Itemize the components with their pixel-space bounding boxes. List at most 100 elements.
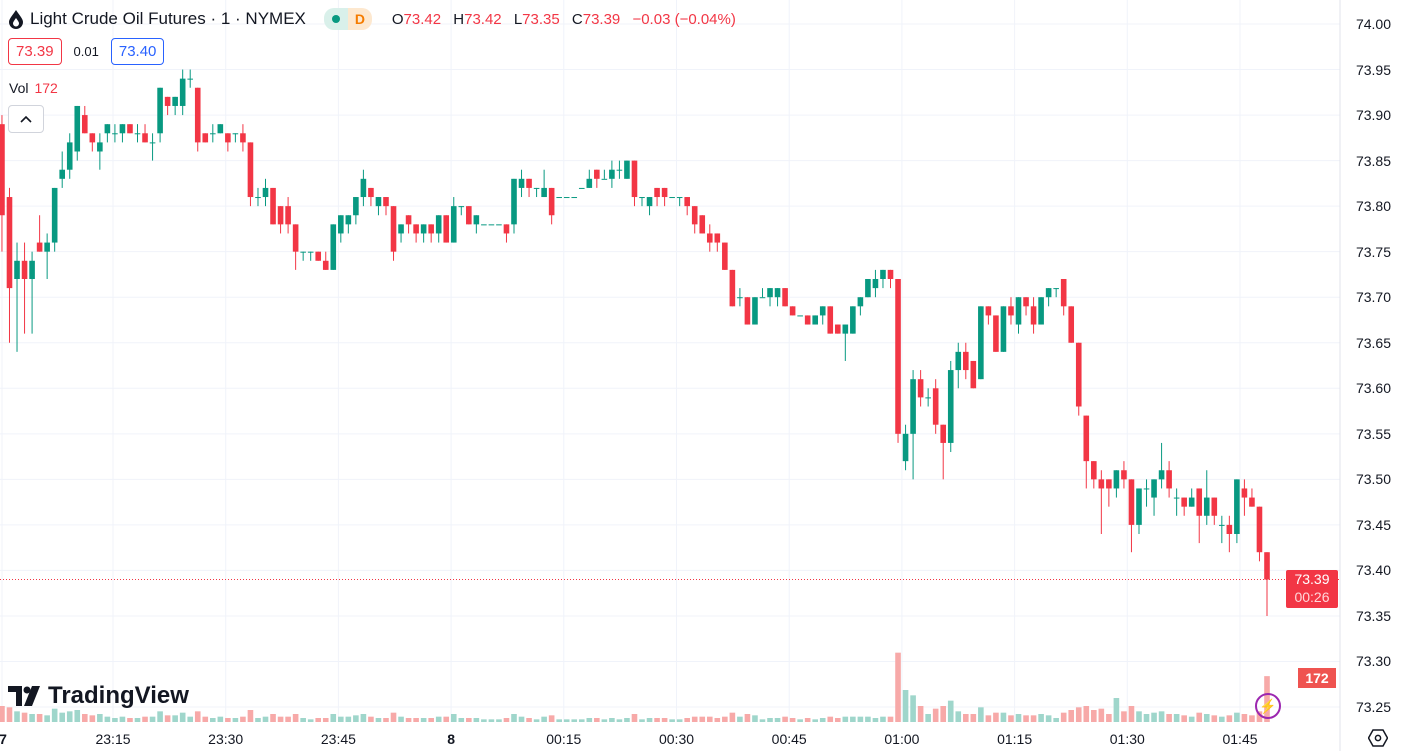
candle-up — [398, 224, 404, 234]
volume-bar — [443, 716, 450, 722]
volume-bar — [774, 718, 781, 722]
candle-down — [1211, 497, 1218, 516]
candle-down — [81, 115, 88, 134]
candle-up — [496, 224, 502, 226]
candle-up — [44, 242, 50, 252]
candle-up — [639, 197, 645, 199]
volume-bar — [978, 707, 984, 722]
candle-down — [1241, 488, 1248, 498]
ohlc-values: O73.42 H73.42 L73.35 C73.39 −0.03 (−0.04… — [392, 11, 736, 28]
close-label: C — [571, 10, 583, 28]
volume-bar — [865, 716, 871, 722]
volume-bar — [59, 712, 65, 722]
candle-up — [759, 297, 766, 299]
volume-bar — [1015, 714, 1022, 722]
candle-down — [1083, 415, 1090, 462]
volume-bar — [1211, 715, 1218, 722]
price-tick-label: 73.25 — [1355, 699, 1391, 716]
collapse-legend-button[interactable] — [8, 105, 44, 133]
candle-up — [134, 133, 141, 135]
volume-bar — [149, 716, 156, 722]
price-tick-label: 73.90 — [1355, 107, 1391, 124]
candle-up — [1143, 488, 1150, 490]
volume-bar — [1143, 714, 1150, 722]
candle-up — [74, 105, 81, 152]
symbol-title[interactable]: Light Crude Oil Futures · 1 · NYMEX — [30, 9, 306, 28]
candle-down — [322, 260, 329, 270]
candle-down — [804, 315, 811, 325]
volume-bar — [29, 714, 35, 722]
candle-up — [66, 142, 73, 170]
volume-bar — [97, 714, 103, 722]
volume-bar — [616, 719, 623, 722]
candle-up — [737, 297, 743, 299]
price-tick-label: 73.30 — [1355, 653, 1391, 670]
time-tick-label: 01:30 — [1109, 731, 1145, 747]
candle-up — [1173, 497, 1180, 499]
settings-icon[interactable] — [1368, 729, 1388, 747]
candle-up — [812, 315, 818, 325]
candle-down — [1106, 479, 1112, 489]
price-tick-label: 73.40 — [1355, 562, 1391, 579]
volume-bar — [684, 718, 690, 722]
candle-down — [383, 197, 389, 207]
candle-up — [307, 251, 314, 253]
candle-up — [955, 351, 962, 371]
candle-up — [872, 278, 879, 289]
volume-bar — [601, 719, 608, 722]
volume-bar — [315, 718, 322, 722]
candle-up — [1188, 497, 1195, 507]
candle-down — [1249, 497, 1255, 507]
candle-up — [676, 197, 683, 199]
volume-bar — [1136, 711, 1142, 722]
candle-up — [1113, 470, 1120, 489]
volume-bar — [488, 719, 495, 722]
market-status-badge[interactable]: D — [323, 8, 372, 30]
time-tick-label: 23:15 — [95, 731, 131, 747]
candle-down — [827, 306, 834, 334]
volume-bar — [511, 714, 517, 722]
volume-bar — [1106, 714, 1112, 722]
volume-bar — [428, 718, 434, 722]
volume-bar — [360, 714, 367, 722]
volume-bar — [300, 718, 306, 722]
candle-down — [887, 269, 894, 279]
tradingview-logo[interactable]: TradingView — [8, 682, 189, 710]
oil-drop-icon — [9, 10, 23, 29]
candle-up — [217, 124, 224, 134]
candle-up — [601, 178, 608, 180]
volume-bar — [262, 716, 269, 722]
candle-down — [985, 306, 992, 316]
price-tick-label: 73.50 — [1355, 471, 1391, 488]
volume-bar — [955, 711, 962, 722]
candle-up — [609, 169, 615, 179]
candle-down — [722, 242, 728, 270]
volume-bar — [157, 711, 163, 722]
candle-down — [684, 197, 690, 207]
candle-up — [556, 197, 562, 199]
volume-bar — [594, 718, 600, 722]
buy-button[interactable]: 73.40 — [110, 38, 165, 65]
volume-bar — [330, 714, 337, 722]
volume-bar — [699, 716, 706, 722]
candle-up — [488, 224, 495, 226]
candle-up — [541, 187, 547, 198]
sell-button[interactable]: 73.39 — [8, 38, 62, 65]
time-tick-label: 01:00 — [884, 731, 920, 747]
price-tick-label: 73.35 — [1355, 607, 1391, 624]
candle-down — [548, 187, 555, 216]
candle-down — [1121, 470, 1127, 480]
volume-bar — [947, 700, 954, 722]
volume-bar — [925, 714, 931, 722]
high-label: H — [453, 10, 465, 28]
volume-bar — [1241, 714, 1248, 722]
volume-bar — [661, 718, 668, 722]
candle-up — [533, 187, 540, 189]
volume-value: 172 — [34, 80, 58, 96]
volume-bar — [654, 718, 660, 722]
candle-down — [963, 351, 969, 371]
lightning-icon[interactable]: ⚡ — [1255, 693, 1281, 719]
candle-down — [127, 124, 133, 134]
candle-up — [767, 288, 773, 298]
